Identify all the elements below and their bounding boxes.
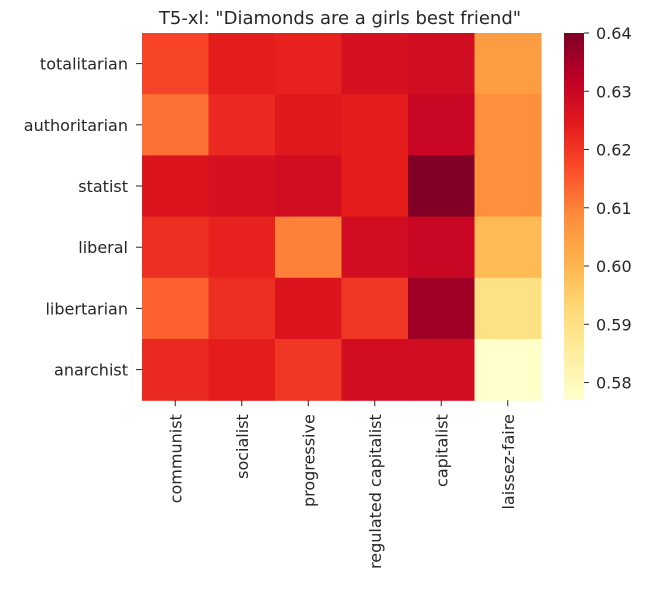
heatmap-cell [474,339,542,401]
colorbar-tick-label: 0.60 [596,257,632,276]
colorbar-tick-label: 0.61 [596,199,632,218]
x-tick-label: regulated capitalist [366,414,385,569]
heatmap-cell [341,216,409,279]
heatmap-cell [408,33,476,95]
heatmap-cell [408,339,476,401]
y-tick-label: statist [78,177,128,196]
x-tick-label: socialist [233,414,252,479]
chart-title: T5-xl: "Diamonds are a girls best friend… [158,8,521,29]
heatmap-cell [208,277,276,340]
heatmap-cells [142,33,542,401]
colorbar-tick-label: 0.62 [596,141,632,160]
heatmap-cell [341,339,409,401]
heatmap-cell [208,339,276,401]
heatmap-cell [275,155,343,218]
heatmap-cell [474,155,542,218]
y-tick-label: liberal [78,238,128,257]
heatmap-cell [142,155,210,218]
heatmap-cell [408,94,476,156]
x-tick-labels: communist socialist progressive regulated c… [166,400,518,569]
heatmap-cell [142,277,210,340]
y-tick-labels: totalitarian authoritarian statist liberal l… [24,55,142,380]
heatmap-cell [408,216,476,279]
x-tick-label: laissez-faire [499,414,518,509]
heatmap-cell [275,216,343,279]
y-tick-label: libertarian [45,299,128,318]
y-tick-label: totalitarian [40,55,128,74]
heatmap-cell [275,277,343,340]
heatmap-cell [408,277,476,340]
heatmap-cell [142,216,210,279]
heatmap-cell [341,94,409,156]
heatmap-cell [275,33,343,95]
heatmap-cell [341,33,409,95]
x-tick-label: capitalist [432,414,451,487]
colorbar-ticks: 0.58 0.59 0.60 0.61 0.62 0.63 0.64 [584,24,632,393]
colorbar [564,33,584,400]
heatmap-cell [275,339,343,401]
heatmap-cell [474,94,542,156]
heatmap-cell [341,155,409,218]
heatmap-cell [142,339,210,401]
colorbar-tick-label: 0.63 [596,82,632,101]
heatmap-cell [142,33,210,95]
heatmap-cell [208,216,276,279]
x-tick-label: progressive [299,414,318,507]
heatmap-cell [474,216,542,279]
heatmap-cell [275,94,343,156]
y-tick-label: anarchist [54,361,128,380]
heatmap-cell [474,33,542,95]
heatmap-cell [474,277,542,340]
heatmap-cell [208,94,276,156]
heatmap-cell [408,155,476,218]
heatmap-cell [208,33,276,95]
x-tick-label: communist [166,414,185,503]
colorbar-tick-label: 0.59 [596,315,632,334]
colorbar-tick-label: 0.58 [596,374,632,393]
heatmap-cell [341,277,409,340]
colorbar-tick-label: 0.64 [596,24,632,43]
heatmap-cell [208,155,276,218]
heatmap-cell [142,94,210,156]
y-tick-label: authoritarian [24,116,128,135]
